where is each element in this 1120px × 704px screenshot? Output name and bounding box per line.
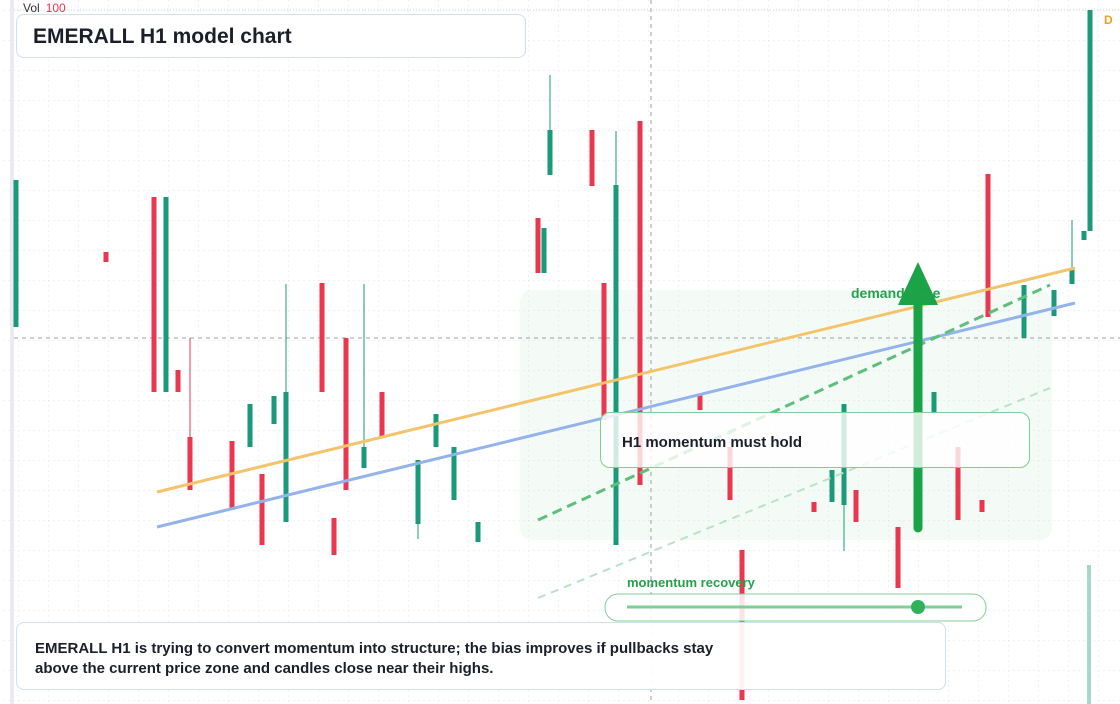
- candle-body: [955, 447, 961, 520]
- candle-body: [853, 490, 859, 522]
- candle-body: [415, 460, 421, 524]
- slider-label: momentum recovery: [627, 575, 755, 590]
- slider-knob: [911, 600, 925, 614]
- arrow-head: [898, 262, 938, 305]
- candle-body: [13, 180, 19, 327]
- candle-body: [451, 447, 457, 500]
- candle-body: [985, 174, 991, 317]
- candle-body: [931, 392, 937, 412]
- candle-body: [829, 470, 835, 502]
- zone-label: demand zone: [851, 285, 941, 301]
- callout: H1 momentum must hold: [600, 412, 1030, 468]
- candle-body: [163, 197, 169, 392]
- candle-body: [283, 392, 289, 522]
- candle-body: [343, 338, 349, 490]
- candle-body: [247, 404, 253, 447]
- candle-body: [547, 130, 553, 175]
- candle-body: [187, 437, 193, 490]
- volume-name: Vol: [23, 1, 40, 15]
- volume-bar: [1087, 565, 1091, 704]
- candle-body: [433, 414, 439, 447]
- callout-text: H1 momentum must hold: [622, 434, 803, 451]
- candle-body: [589, 130, 595, 186]
- candle-body: [541, 228, 547, 273]
- candle-body: [1069, 270, 1075, 284]
- candle-body: [1081, 231, 1087, 240]
- chart-title: EMERALL H1 model chart: [33, 25, 292, 48]
- volume-value: 100: [45, 1, 66, 15]
- candle-body: [151, 197, 157, 392]
- candle-body: [229, 441, 235, 510]
- candle-body: [811, 502, 817, 512]
- candle-body: [697, 395, 703, 410]
- left-edge: [10, 0, 14, 704]
- candle-body: [1087, 10, 1093, 231]
- candle-body: [331, 518, 337, 555]
- flag: D: [1104, 13, 1113, 27]
- note-box: EMERALL H1 is trying to convert momentum…: [16, 622, 946, 690]
- candle-body: [475, 522, 481, 542]
- candle-body: [175, 370, 181, 392]
- volume-label: Vol 100: [23, 1, 66, 15]
- title-box: EMERALL H1 model chart: [16, 14, 526, 58]
- candle-body: [1021, 285, 1027, 338]
- candle-body: [379, 392, 385, 437]
- candle-body: [637, 121, 643, 485]
- candle-body: [361, 447, 367, 468]
- candle-body: [535, 218, 541, 273]
- candle-body: [103, 252, 109, 262]
- candle-body: [271, 396, 277, 424]
- note-text: EMERALL H1 is trying to convert momentum…: [35, 640, 714, 677]
- candle-body: [727, 447, 733, 500]
- candle-body: [601, 283, 607, 420]
- trend-line: [537, 283, 1051, 522]
- candle-body: [319, 283, 325, 392]
- candle-body: [979, 500, 985, 512]
- candle-body: [1051, 290, 1057, 316]
- candle-body: [259, 474, 265, 545]
- candle-body: [895, 527, 901, 588]
- candle-body: [613, 185, 619, 545]
